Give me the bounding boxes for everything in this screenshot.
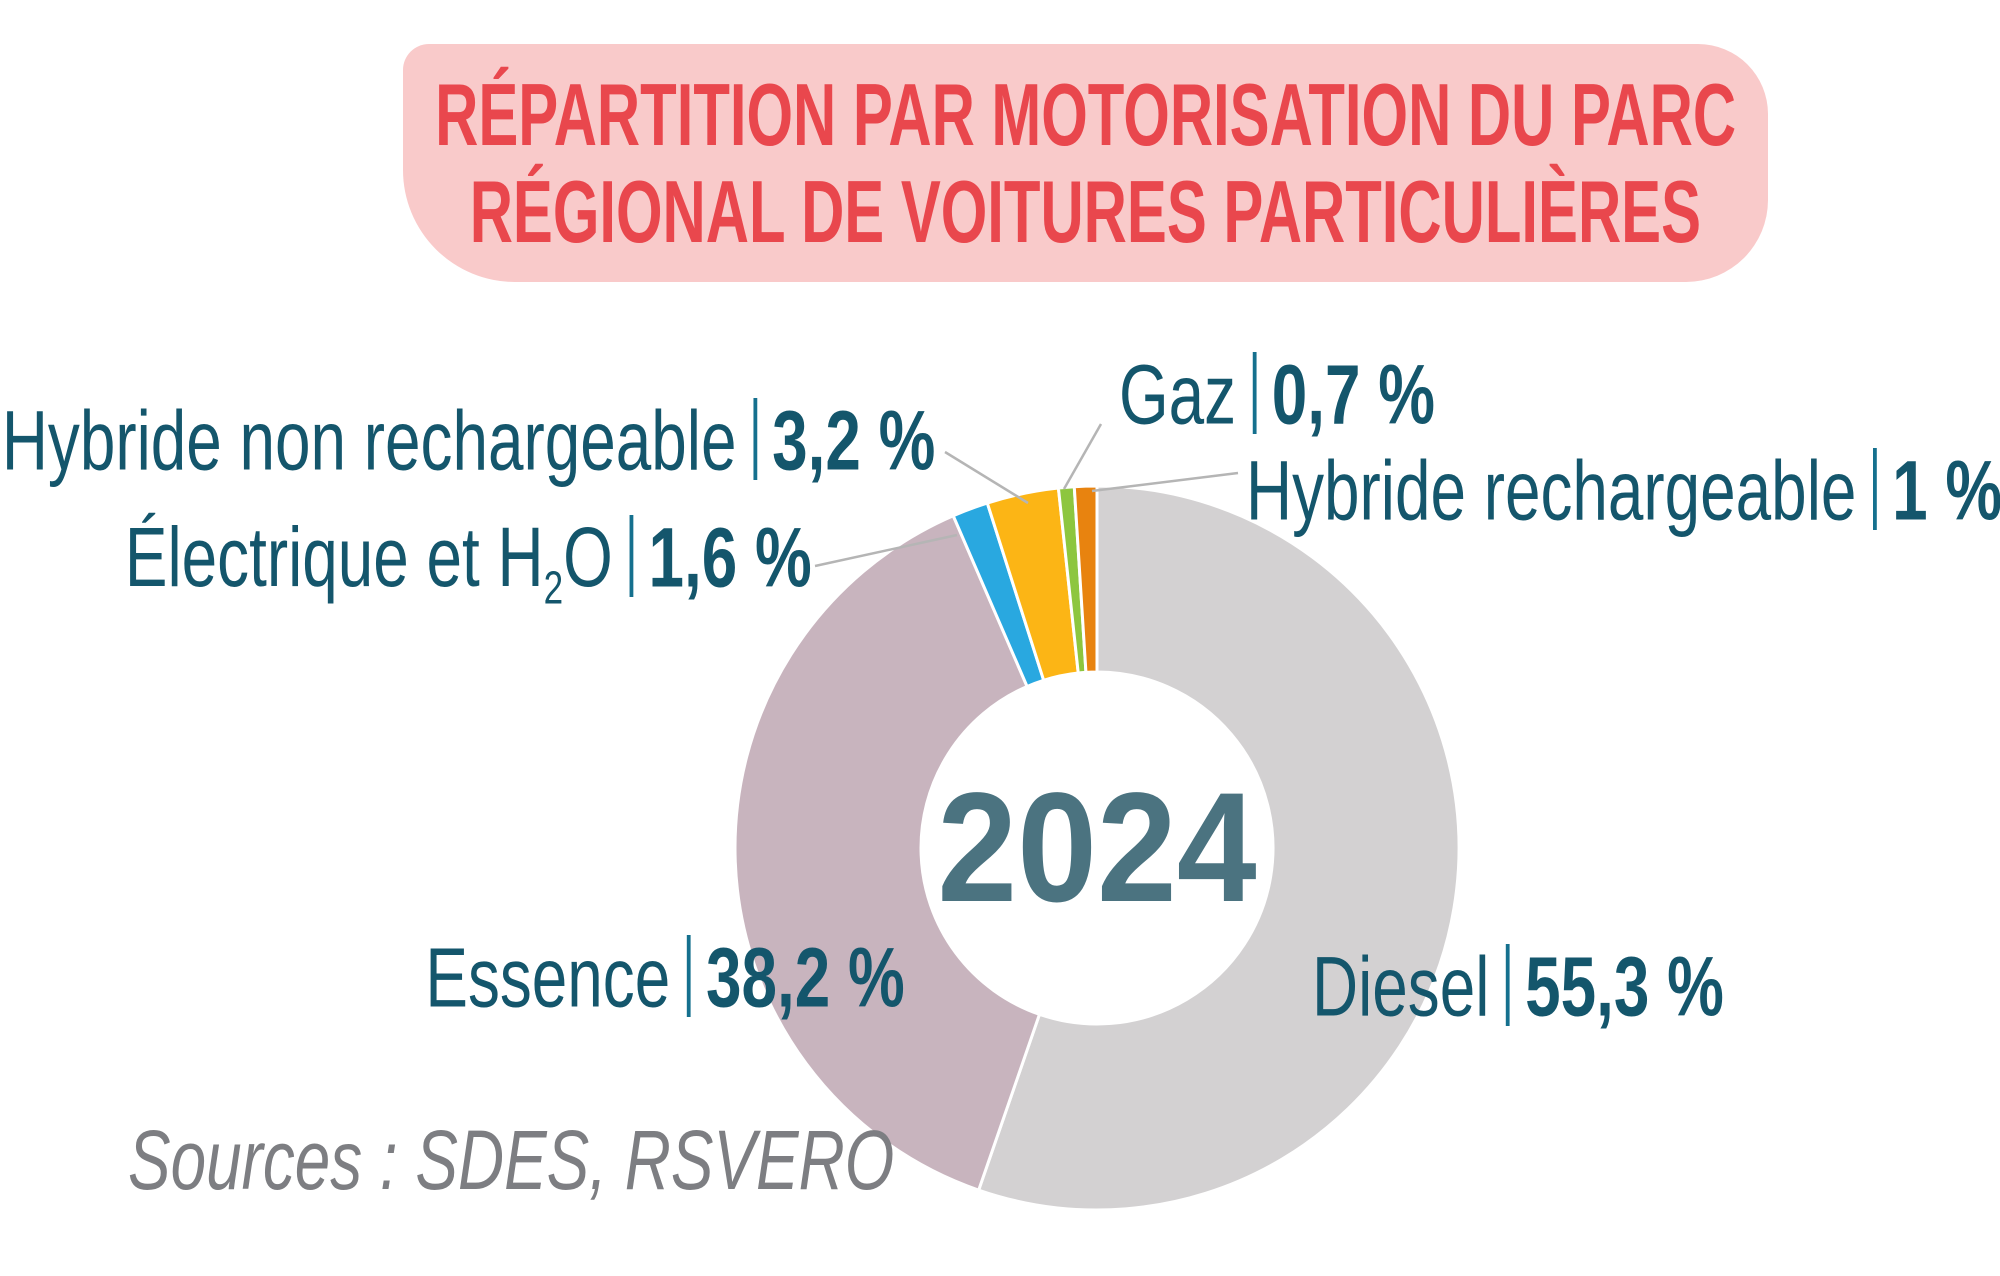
label-electrique-h2o: Électrique et H2O 1,6 % bbox=[125, 515, 812, 611]
leader-line-electrique bbox=[814, 533, 958, 568]
donut-slice-essence bbox=[733, 513, 1042, 1193]
label-diesel-value: 55,3 % bbox=[1525, 939, 1724, 1034]
label-hybride-rechargeable-name: Hybride rechargeable bbox=[1246, 443, 1857, 538]
label-gaz: Gaz 0,7 % bbox=[1119, 352, 1435, 436]
label-electrique-subscript: 2 bbox=[543, 561, 564, 614]
label-separator bbox=[629, 515, 634, 598]
leader-lines bbox=[814, 423, 1239, 568]
label-electrique-prefix: Électrique et H bbox=[125, 510, 544, 605]
label-essence-name: Essence bbox=[425, 930, 671, 1025]
leader-line-hybride-rechargeable bbox=[1091, 471, 1239, 493]
leader-line-hybride-non-rechargeable bbox=[944, 450, 1029, 505]
label-hybride-rechargeable: Hybride rechargeable 1 % bbox=[1246, 448, 2000, 532]
label-separator bbox=[687, 935, 692, 1018]
label-separator bbox=[1873, 448, 1877, 531]
donut-slice-hybride-rechargeable bbox=[1072, 484, 1099, 674]
label-diesel: Diesel 55,3 % bbox=[1312, 944, 1724, 1028]
label-electrique-h2o-name: Électrique et H2O bbox=[125, 510, 614, 611]
label-hybride-non-rechargeable: Hybride non rechargeable 3,2 % bbox=[1, 398, 935, 482]
center-year-label: 2024 bbox=[937, 761, 1257, 935]
leader-line-gaz bbox=[1062, 423, 1103, 490]
donut-slice-diesel bbox=[976, 484, 1461, 1212]
label-separator bbox=[1506, 944, 1510, 1027]
label-hybride-non-rechargeable-value: 3,2 % bbox=[771, 393, 935, 488]
label-essence-value: 38,2 % bbox=[706, 930, 905, 1025]
label-electrique-suffix: O bbox=[563, 510, 614, 605]
label-essence: Essence 38,2 % bbox=[426, 935, 905, 1019]
page-title-line-2: RÉGIONAL DE VOITURES PARTICULIÈRES bbox=[469, 162, 1702, 261]
title-banner: RÉPARTITION PAR MOTORISATION DU PARC RÉG… bbox=[403, 44, 1768, 282]
label-gaz-value: 0,7 % bbox=[1271, 347, 1436, 442]
source-note: Sources : SDES, RSVERO bbox=[128, 1113, 895, 1207]
label-gaz-name: Gaz bbox=[1119, 347, 1237, 442]
page-title-line-1: RÉPARTITION PAR MOTORISATION DU PARC bbox=[435, 65, 1736, 164]
label-separator bbox=[1252, 352, 1257, 435]
label-diesel-name: Diesel bbox=[1312, 939, 1490, 1034]
donut-slices bbox=[733, 484, 1461, 1212]
label-separator bbox=[752, 398, 757, 481]
label-electrique-h2o-value: 1,6 % bbox=[648, 510, 812, 605]
label-hybride-non-rechargeable-name: Hybride non rechargeable bbox=[1, 393, 737, 488]
label-hybride-rechargeable-value: 1 % bbox=[1892, 443, 2000, 538]
